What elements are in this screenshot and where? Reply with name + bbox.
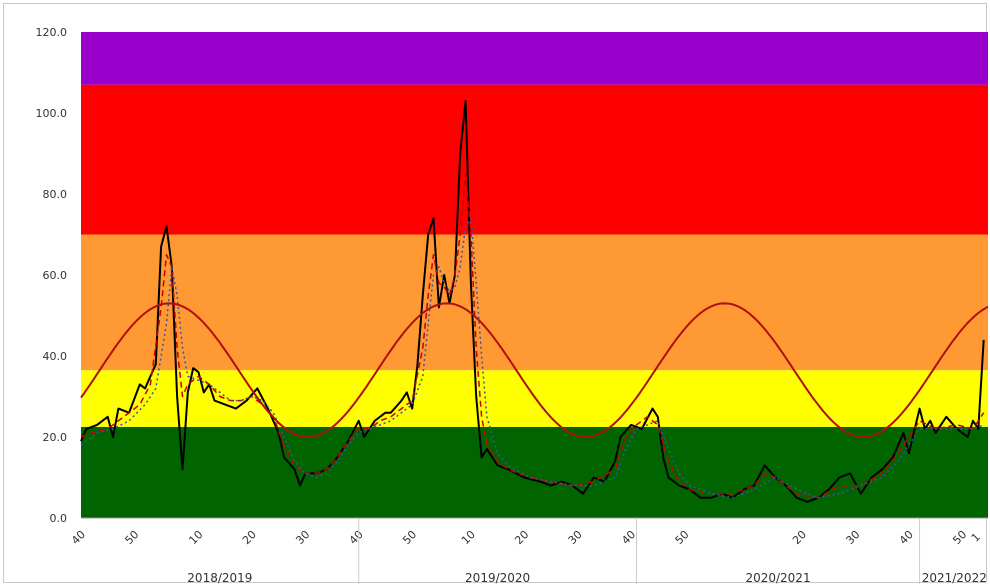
- season-label: 2018/2019: [187, 571, 252, 584]
- season-label: 2020/2021: [745, 571, 810, 584]
- series-line-0: [80, 99, 985, 503]
- series-line-3: [80, 302, 988, 438]
- x-tick-label: 50: [950, 528, 969, 547]
- x-tick-label: 40: [619, 528, 638, 547]
- x-tick-label: 30: [293, 528, 312, 547]
- chart-frame: 0.0 20.0 40.0 60.0 80.0 100.0 120.0 40 50 10 20 30…: [3, 3, 988, 584]
- activity-chart: 0.0 20.0 40.0 60.0 80.0 100.0 120.0 40 50 10 20 30…: [36, 26, 988, 584]
- x-tick-label: 10: [459, 528, 478, 547]
- y-tick-label: 120.0: [36, 26, 68, 39]
- x-tick-label: 50: [122, 528, 141, 547]
- season-label: 2019/2020: [465, 571, 530, 584]
- y-tick-label: 20.0: [43, 431, 68, 444]
- threshold-band-3: [81, 84, 988, 235]
- x-tick-label: 20: [790, 528, 809, 547]
- x-tick-label: 40: [897, 528, 916, 547]
- x-tick-label: 30: [566, 528, 585, 547]
- x-tick-label: 20: [512, 528, 531, 547]
- x-tick-label: 1: [969, 530, 983, 544]
- y-tick-label: 60.0: [43, 269, 68, 282]
- x-tick-label: 10: [186, 528, 205, 547]
- threshold-band-0: [81, 426, 988, 518]
- y-tick-label: 40.0: [43, 350, 68, 363]
- x-tick-label: 40: [347, 528, 366, 547]
- y-tick-label: 80.0: [43, 188, 68, 201]
- x-tick-label: 30: [843, 528, 862, 547]
- y-tick-label: 100.0: [36, 107, 68, 120]
- season-label: 2021/2022: [922, 571, 987, 584]
- x-tick-label: 50: [400, 528, 419, 547]
- x-tick-label: 20: [240, 528, 259, 547]
- threshold-band-4: [81, 32, 988, 85]
- threshold-band-2: [81, 234, 988, 371]
- y-tick-label: 0.0: [50, 512, 68, 525]
- x-tick-label: 40: [69, 528, 88, 547]
- x-tick-label: 50: [673, 528, 692, 547]
